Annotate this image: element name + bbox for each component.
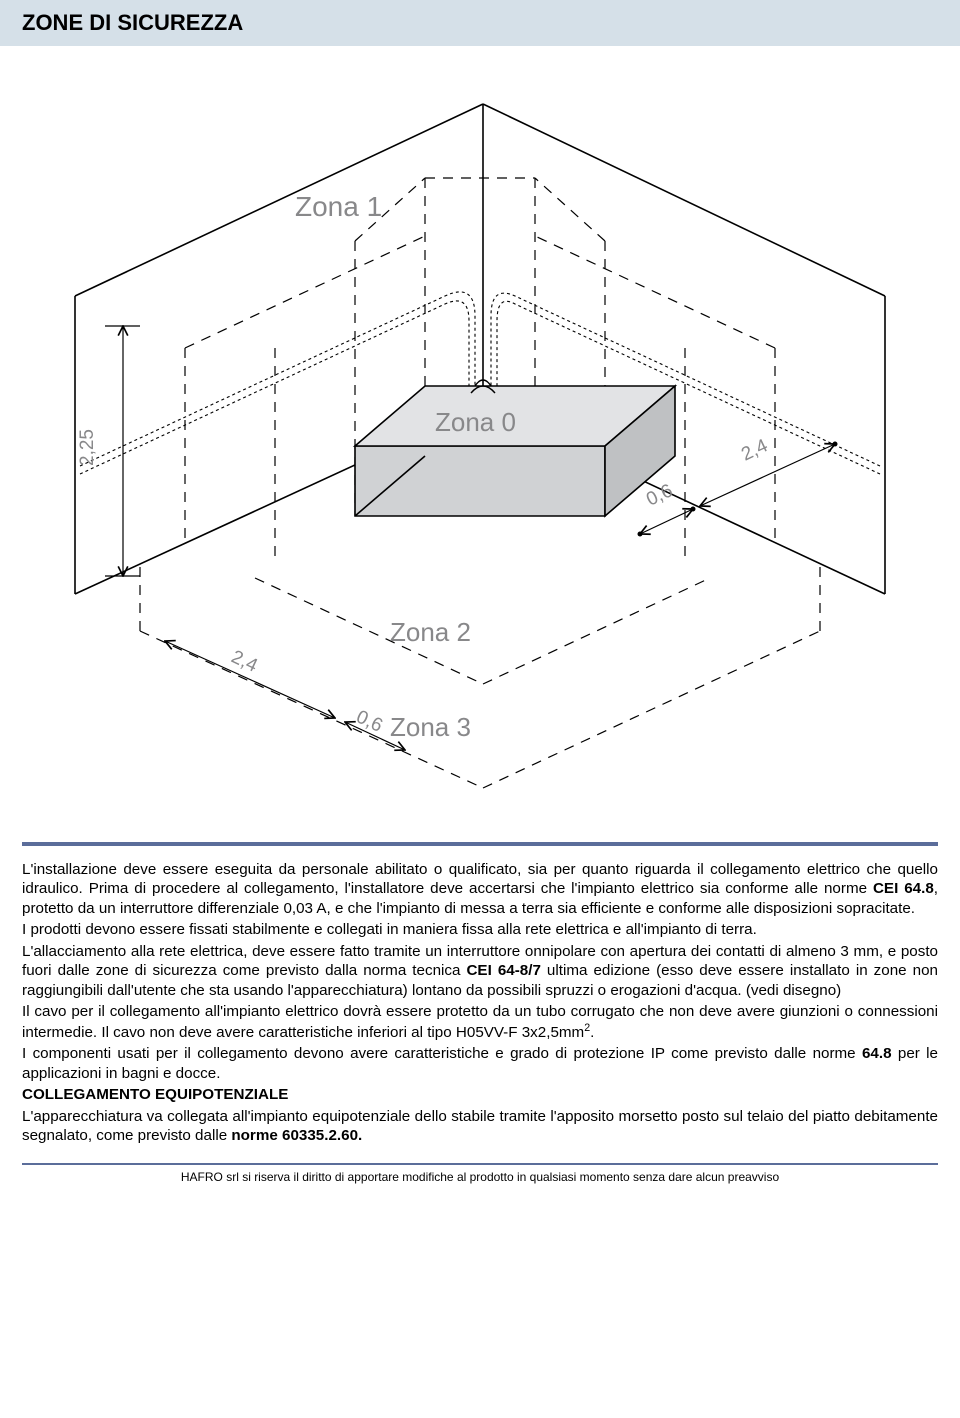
dim-24-right: 2,4: [738, 435, 771, 465]
safety-zone-diagram: Zona 1 Zona 0 Zona 2 Zona 3 2,25 2,4 0,6…: [0, 66, 960, 826]
p4end: .: [590, 1024, 594, 1041]
paragraph-6: L'apparecchiatura va collegata all'impia…: [22, 1107, 938, 1146]
dim-225: 2,25: [77, 429, 98, 466]
p5a: I componenti usati per il collegamento d…: [22, 1045, 862, 1062]
p1b: CEI 64.8: [873, 880, 934, 897]
label-zona3: Zona 3: [390, 712, 471, 742]
label-zona2: Zona 2: [390, 617, 471, 647]
paragraph-1: L'installazione deve essere eseguita da …: [22, 860, 938, 918]
p6a: L'apparecchiatura va collegata all'impia…: [22, 1108, 938, 1144]
p4a: Il cavo per il collegamento all'impianto…: [22, 1003, 938, 1041]
p5b: 64.8: [862, 1045, 892, 1062]
dim-06-right: 0,6: [643, 480, 676, 510]
paragraph-3: L'allacciamento alla rete elettrica, dev…: [22, 942, 938, 1000]
label-zona0: Zona 0: [435, 407, 516, 437]
p1a: L'installazione deve essere eseguita da …: [22, 861, 938, 897]
label-zona1: Zona 1: [295, 191, 382, 222]
paragraph-5: I componenti usati per il collegamento d…: [22, 1044, 938, 1083]
p3b: CEI 64-8/7: [466, 962, 540, 979]
page-header: ZONE DI SICUREZZA: [0, 0, 960, 46]
section-title-equipotenziale: COLLEGAMENTO EQUIPOTENZIALE: [22, 1085, 938, 1104]
p6b: norme 60335.2.60.: [231, 1127, 362, 1144]
dim-06-left: 0,6: [353, 706, 386, 736]
body-text-block: L'installazione deve essere eseguita da …: [0, 846, 960, 1155]
header-title: ZONE DI SICUREZZA: [22, 10, 243, 35]
footer-text: HAFRO srl si riserva il diritto di appor…: [0, 1165, 960, 1194]
paragraph-2: I prodotti devono essere fissati stabilm…: [22, 920, 938, 939]
paragraph-4: Il cavo per il collegamento all'impianto…: [22, 1002, 938, 1042]
